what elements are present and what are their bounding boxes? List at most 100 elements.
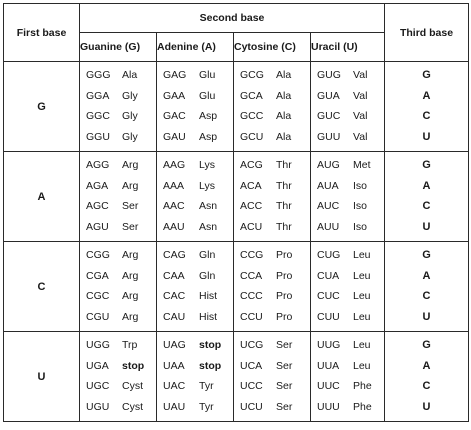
codon-entry: CAG Gln xyxy=(157,245,233,266)
codon-entry: UGG Trp xyxy=(80,335,156,356)
codon-entry: GAA Glu xyxy=(157,86,233,107)
amino-acid: Iso xyxy=(353,200,368,212)
codon-entry: CUU Leu xyxy=(311,307,384,328)
codon-entry: GGG Ala xyxy=(80,65,156,86)
codon-code: CAU xyxy=(163,310,186,323)
codon-group-guanine: GGG Ala GGA Gly GGC Gly GGU Gly xyxy=(79,61,157,152)
third-base-label: C xyxy=(422,110,431,122)
codon-entry: GCG Ala xyxy=(234,65,310,86)
amino-acid: Arg xyxy=(122,179,139,192)
codon-group-uracil: AUG Met AUA Iso AUC Iso AUU Iso xyxy=(309,151,386,242)
third-base-label: G xyxy=(422,159,431,171)
codon-code: GGC xyxy=(86,110,110,122)
codon-entry: UGA stop xyxy=(80,356,156,377)
amino-acid: Val xyxy=(353,110,368,122)
codon-code: AUU xyxy=(317,220,340,233)
codon-code: AUG xyxy=(317,159,340,171)
amino-acid: Asp xyxy=(199,130,218,143)
codon-code: CUU xyxy=(317,310,340,323)
amino-acid: Arg xyxy=(122,159,139,171)
amino-acid: Leu xyxy=(353,359,371,372)
codon-entry: UUU Phe xyxy=(311,397,384,418)
codon-group-guanine: CGG Arg CGA Arg CGC Arg CGU Arg xyxy=(79,241,157,332)
amino-acid: Ser xyxy=(122,220,139,233)
codon-entry: CGA Arg xyxy=(80,266,156,287)
amino-acid: Leu xyxy=(353,249,371,261)
codon-code: GCG xyxy=(240,69,264,81)
amino-acid: Arg xyxy=(122,290,139,302)
codon-code: UCU xyxy=(240,400,263,413)
codon-group-guanine: UGG Trp UGA stop UGC Cyst UGU Cyst xyxy=(79,331,157,422)
amino-acid: Thr xyxy=(276,200,292,212)
codon-code: CUC xyxy=(317,290,340,302)
codon-group-cytosine: ACG Thr ACA Thr ACC Thr ACU Thr xyxy=(233,151,311,242)
codon-entry: CCG Pro xyxy=(234,245,310,266)
header-col-guanine: Guanine (G) xyxy=(79,32,157,62)
codon-code: UUU xyxy=(317,400,340,413)
codon-code: ACG xyxy=(240,159,263,171)
codon-group-adenine: CAG Gln CAA Gln CAC Hist CAU Hist xyxy=(156,241,234,332)
codon-entry: ACG Thr xyxy=(234,155,310,176)
codon-code: UGG xyxy=(86,339,110,351)
codon-code: GUA xyxy=(317,89,340,102)
amino-acid: Ser xyxy=(122,200,139,212)
codon-entry: UAG stop xyxy=(157,335,233,356)
codon-code: UAU xyxy=(163,400,186,413)
amino-acid: Val xyxy=(353,69,368,81)
amino-acid: Leu xyxy=(353,290,371,302)
codon-entry: CGC Arg xyxy=(80,286,156,307)
codon-code: AAU xyxy=(163,220,185,233)
header-third-base: Third base xyxy=(384,3,470,62)
codon-code: GAG xyxy=(163,69,187,81)
amino-acid: Ala xyxy=(276,130,292,143)
amino-acid: Pro xyxy=(276,310,293,323)
codon-entry: CGG Arg xyxy=(80,245,156,266)
amino-acid: Gln xyxy=(199,249,216,261)
codon-code: AAA xyxy=(163,179,185,192)
header-row-sub: Guanine (G) Adenine (A) Cytosine (C) Ura… xyxy=(4,32,469,62)
codon-entry: UGU Cyst xyxy=(80,397,156,418)
amino-acid: Tyr xyxy=(199,400,214,413)
amino-acid: stop xyxy=(199,339,222,351)
third-base-label: U xyxy=(422,130,431,143)
codon-group-adenine: AAG Lys AAA Lys AAC Asn AAU Asn xyxy=(156,151,234,242)
amino-acid: Met xyxy=(353,159,371,171)
amino-acid: Pro xyxy=(276,269,293,282)
codon-entry: GCC Ala xyxy=(234,106,310,127)
codon-code: AGG xyxy=(86,159,110,171)
amino-acid: Tyr xyxy=(199,380,214,392)
codon-code: GCC xyxy=(240,110,264,122)
codon-code: CAG xyxy=(163,249,186,261)
header-col-uracil: Uracil (U) xyxy=(309,32,386,62)
codon-code: UGA xyxy=(86,359,109,372)
amino-acid: Arg xyxy=(122,269,139,282)
codon-group-guanine: AGG Arg AGA Arg AGC Ser AGU Ser xyxy=(79,151,157,242)
amino-acid: Thr xyxy=(276,159,292,171)
codon-entry: AAG Lys xyxy=(157,155,233,176)
codon-table: First base Second base Third base Guanin… xyxy=(3,3,470,422)
codon-code: AGU xyxy=(86,220,109,233)
codon-code: UUG xyxy=(317,339,341,351)
codon-entry: AAA Lys xyxy=(157,176,233,197)
codon-entry: GAC Asp xyxy=(157,106,233,127)
codon-entry: AAU Asn xyxy=(157,217,233,238)
amino-acid: Ser xyxy=(276,359,293,372)
first-base-label: U xyxy=(3,331,80,422)
amino-acid: Ala xyxy=(276,110,292,122)
first-base-label: C xyxy=(3,241,80,332)
codon-code: CGU xyxy=(86,310,110,323)
amino-acid: Phe xyxy=(353,380,372,392)
codon-entry: CCA Pro xyxy=(234,266,310,287)
codon-code: GAA xyxy=(163,89,186,102)
third-base-label: A xyxy=(422,359,431,372)
amino-acid: Ser xyxy=(276,380,293,392)
codon-group-adenine: UAG stop UAA stop UAC Tyr UAU Tyr xyxy=(156,331,234,422)
codon-entry: ACA Thr xyxy=(234,176,310,197)
amino-acid: Leu xyxy=(353,310,371,323)
codon-code: CAC xyxy=(163,290,186,302)
codon-code: CGA xyxy=(86,269,109,282)
amino-acid: Leu xyxy=(353,339,371,351)
